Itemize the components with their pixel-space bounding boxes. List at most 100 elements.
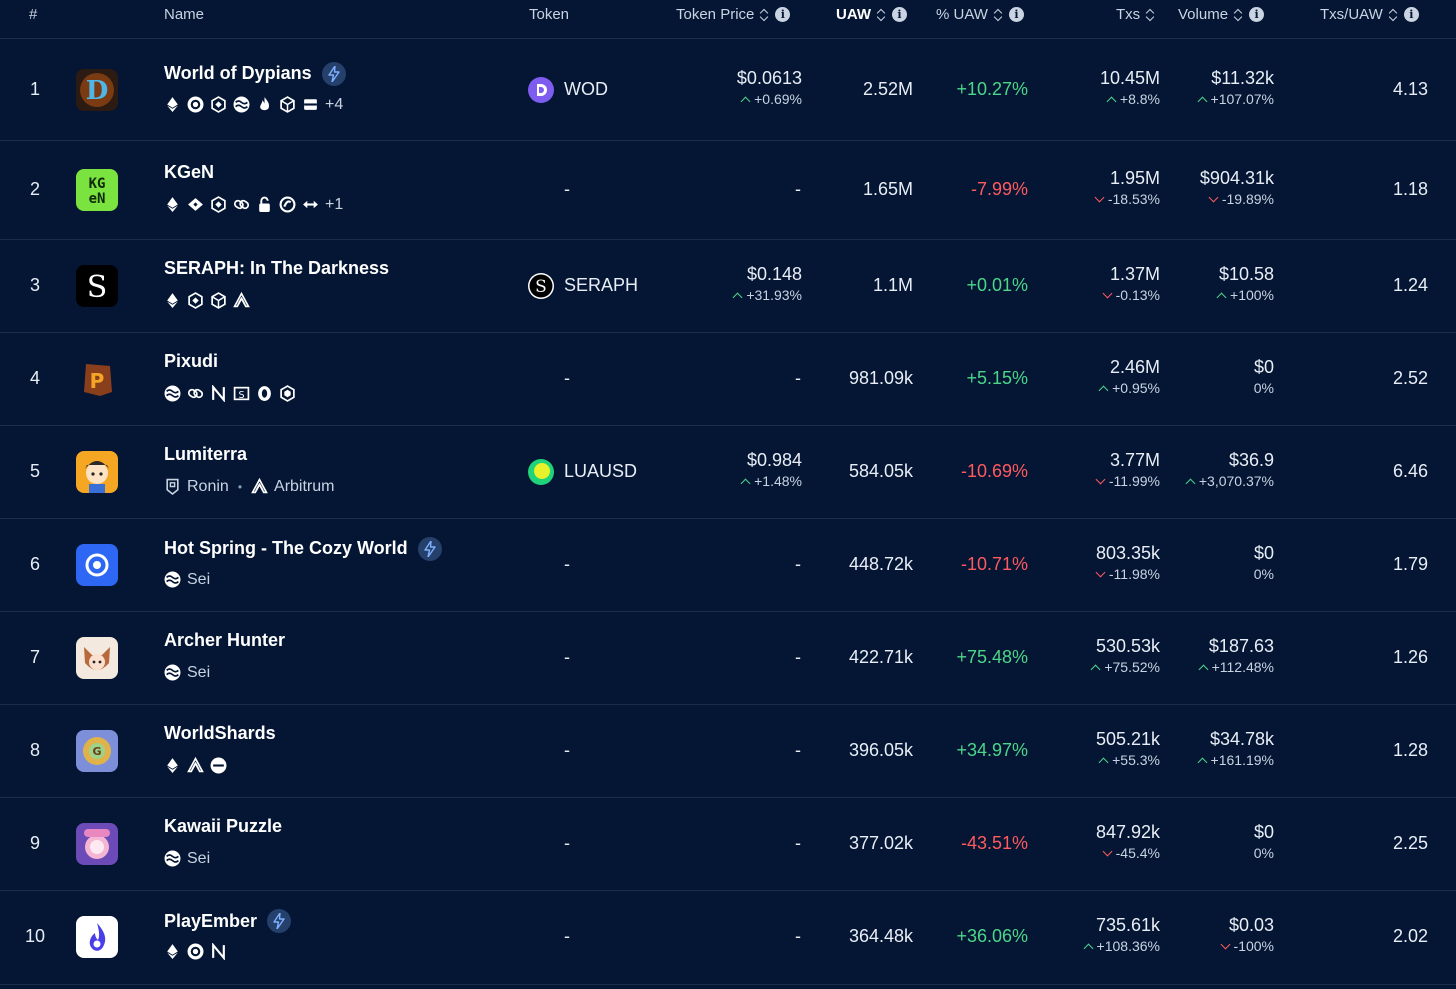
game-logo[interactable]: S (76, 264, 118, 307)
bnb-icon (210, 96, 227, 113)
token-price: $0.148 +31.93% (732, 263, 802, 303)
chains-more-count[interactable]: +1 (325, 195, 344, 213)
sei-icon (164, 664, 181, 681)
boost-bolt-icon (267, 909, 292, 933)
game-name-text[interactable]: Lumiterra (164, 443, 248, 464)
arrow-up-icon (740, 478, 751, 488)
svg-text:KG: KG (89, 176, 106, 192)
game-name[interactable]: Lumiterra (164, 444, 247, 465)
token-cell[interactable]: LUAUSD (528, 458, 638, 485)
info-icon[interactable]: i (1249, 7, 1265, 22)
game-name[interactable]: Hot Spring - The Cozy World (164, 536, 442, 561)
game-name[interactable]: Archer Hunter (164, 630, 285, 651)
txs-per-uaw-value: 2.25 (1392, 832, 1428, 853)
game-logo[interactable] (76, 450, 118, 493)
table-row[interactable]: 3 S SERAPH: In The Darkness S SERAPH $0.148 +3… (0, 239, 1456, 333)
game-logo[interactable] (76, 822, 118, 865)
game-logo[interactable] (76, 916, 118, 958)
game-logo[interactable] (76, 543, 118, 586)
volume-cell: $11.32k +107.07% (1197, 68, 1274, 107)
sort-icon[interactable] (994, 8, 1003, 22)
game-name-text[interactable]: SERAPH: In The Darkness (164, 257, 390, 278)
sort-icon[interactable] (760, 8, 769, 22)
game-name-text[interactable]: Hot Spring - The Cozy World (164, 538, 408, 558)
game-name[interactable]: Pixudi (164, 351, 218, 372)
info-icon[interactable]: i (1403, 7, 1419, 22)
chain-label: Ronin (187, 477, 229, 495)
txs-change: +55.3% (1096, 752, 1160, 768)
table-row[interactable]: 2 KG eN KGeN +1- -1.65M -7.99% 1.95M -18.53% $904… (0, 140, 1456, 240)
price-change-value: +1.48% (754, 472, 802, 489)
uaw-value: 377.02k (848, 832, 913, 853)
header-txs[interactable]: Txs (1116, 6, 1155, 23)
sei-icon (233, 96, 250, 113)
sort-icon[interactable] (1234, 8, 1243, 22)
volume-value: $187.63 (1208, 635, 1274, 656)
game-name-text[interactable]: WorldShards (164, 722, 276, 743)
volume-value: $34.78k (1209, 728, 1274, 749)
game-name-text[interactable]: KGeN (164, 161, 215, 182)
game-name[interactable]: WorldShards (164, 723, 276, 744)
table-row[interactable]: 10 PlayEmber - - 364.48k +36.06% 735.61k +108.3… (0, 890, 1456, 985)
price-value: $0.148 (746, 263, 802, 284)
table-row[interactable]: 8 G WorldShards - - 396.05k +34.97% 505.21k +55.… (0, 704, 1456, 798)
game-name[interactable]: Kawaii Puzzle (164, 816, 282, 837)
uaw-value: 448.72k (848, 553, 913, 574)
game-logo[interactable]: D (76, 68, 118, 111)
info-icon[interactable]: i (1008, 7, 1024, 22)
chain-label: Sei (187, 663, 211, 681)
arrow-up-icon (1098, 757, 1109, 767)
header-pct-uaw[interactable]: % UAW i (936, 6, 1024, 23)
info-icon[interactable]: i (775, 7, 791, 22)
volume-value: $36.9 (1228, 449, 1274, 470)
sort-icon[interactable] (1146, 8, 1155, 22)
game-logo[interactable]: P (76, 357, 118, 400)
game-name[interactable]: KGeN (164, 162, 214, 183)
uaw-value: 2.52M (862, 78, 913, 99)
game-name[interactable]: SERAPH: In The Darkness (164, 258, 389, 279)
near-icon (210, 383, 227, 403)
game-logo[interactable]: G (76, 729, 118, 772)
volume-change-value: -19.89% (1221, 190, 1274, 207)
hexagon-icon (279, 384, 296, 402)
game-name-text[interactable]: Archer Hunter (164, 629, 286, 650)
arrows-icon (302, 196, 319, 213)
game-name-text[interactable]: Kawaii Puzzle (164, 815, 283, 836)
table-row[interactable]: 7 Archer Hunter Sei - - 422.71k +75.48% 530.53k… (0, 611, 1456, 705)
ring-icon (256, 385, 273, 402)
game-name-text[interactable]: Pixudi (164, 350, 219, 371)
table-row[interactable]: 1 D World of Dypians +4 WOD $0.0613 +0.69% 2.52… (0, 39, 1456, 141)
table-row[interactable]: 5 Lumiterra Ronin • Arbitrum LUAUSD $0.984 +1.4… (0, 425, 1456, 519)
game-name-text[interactable]: World of Dypians (164, 63, 312, 83)
header-volume[interactable]: Volume i (1178, 6, 1265, 23)
arrow-up-icon (1197, 96, 1207, 106)
chain-list: Sei (164, 664, 210, 682)
game-name[interactable]: World of Dypians (164, 61, 346, 86)
sort-icon[interactable] (877, 8, 886, 22)
token-symbol: LUAUSD (564, 461, 638, 481)
token-empty: - (564, 832, 570, 853)
svg-text:D: D (86, 76, 109, 106)
header-txs-per-uaw[interactable]: Txs/UAW i (1320, 6, 1419, 23)
token-price: $0.984 +1.48% (740, 450, 802, 489)
sort-icon[interactable] (1389, 8, 1398, 22)
header-uaw[interactable]: UAW i (836, 6, 907, 23)
table-row[interactable]: 4 P Pixudi S - -981.09k +5.15% 2.46M +0.95% $0 0% 2… (0, 332, 1456, 426)
price-empty: - (795, 646, 801, 667)
info-icon[interactable]: i (892, 7, 907, 22)
token-cell[interactable]: WOD (528, 76, 608, 103)
header-token-price[interactable]: Token Price i (676, 6, 791, 23)
table-row[interactable]: 9 Kawaii Puzzle Sei - - 377.02k -43.51% 847.92k… (0, 797, 1456, 891)
arrow-up-icon (1106, 96, 1117, 106)
price-empty: - (795, 739, 801, 760)
chains-more-count[interactable]: +4 (325, 95, 344, 113)
game-logo[interactable]: KG eN (76, 168, 118, 211)
chain-list: +1 (164, 196, 343, 214)
game-name-text[interactable]: PlayEmber (164, 910, 258, 931)
game-name[interactable]: PlayEmber (164, 909, 292, 933)
table-row[interactable]: 6 Hot Spring - The Cozy World Sei - - 448.72k… (0, 518, 1456, 612)
token-cell[interactable]: S SERAPH (528, 272, 638, 299)
volume-cell: $36.9 +3,070.37% (1185, 449, 1274, 489)
game-logo[interactable] (76, 636, 118, 679)
txs-change-value: -11.98% (1108, 565, 1160, 582)
